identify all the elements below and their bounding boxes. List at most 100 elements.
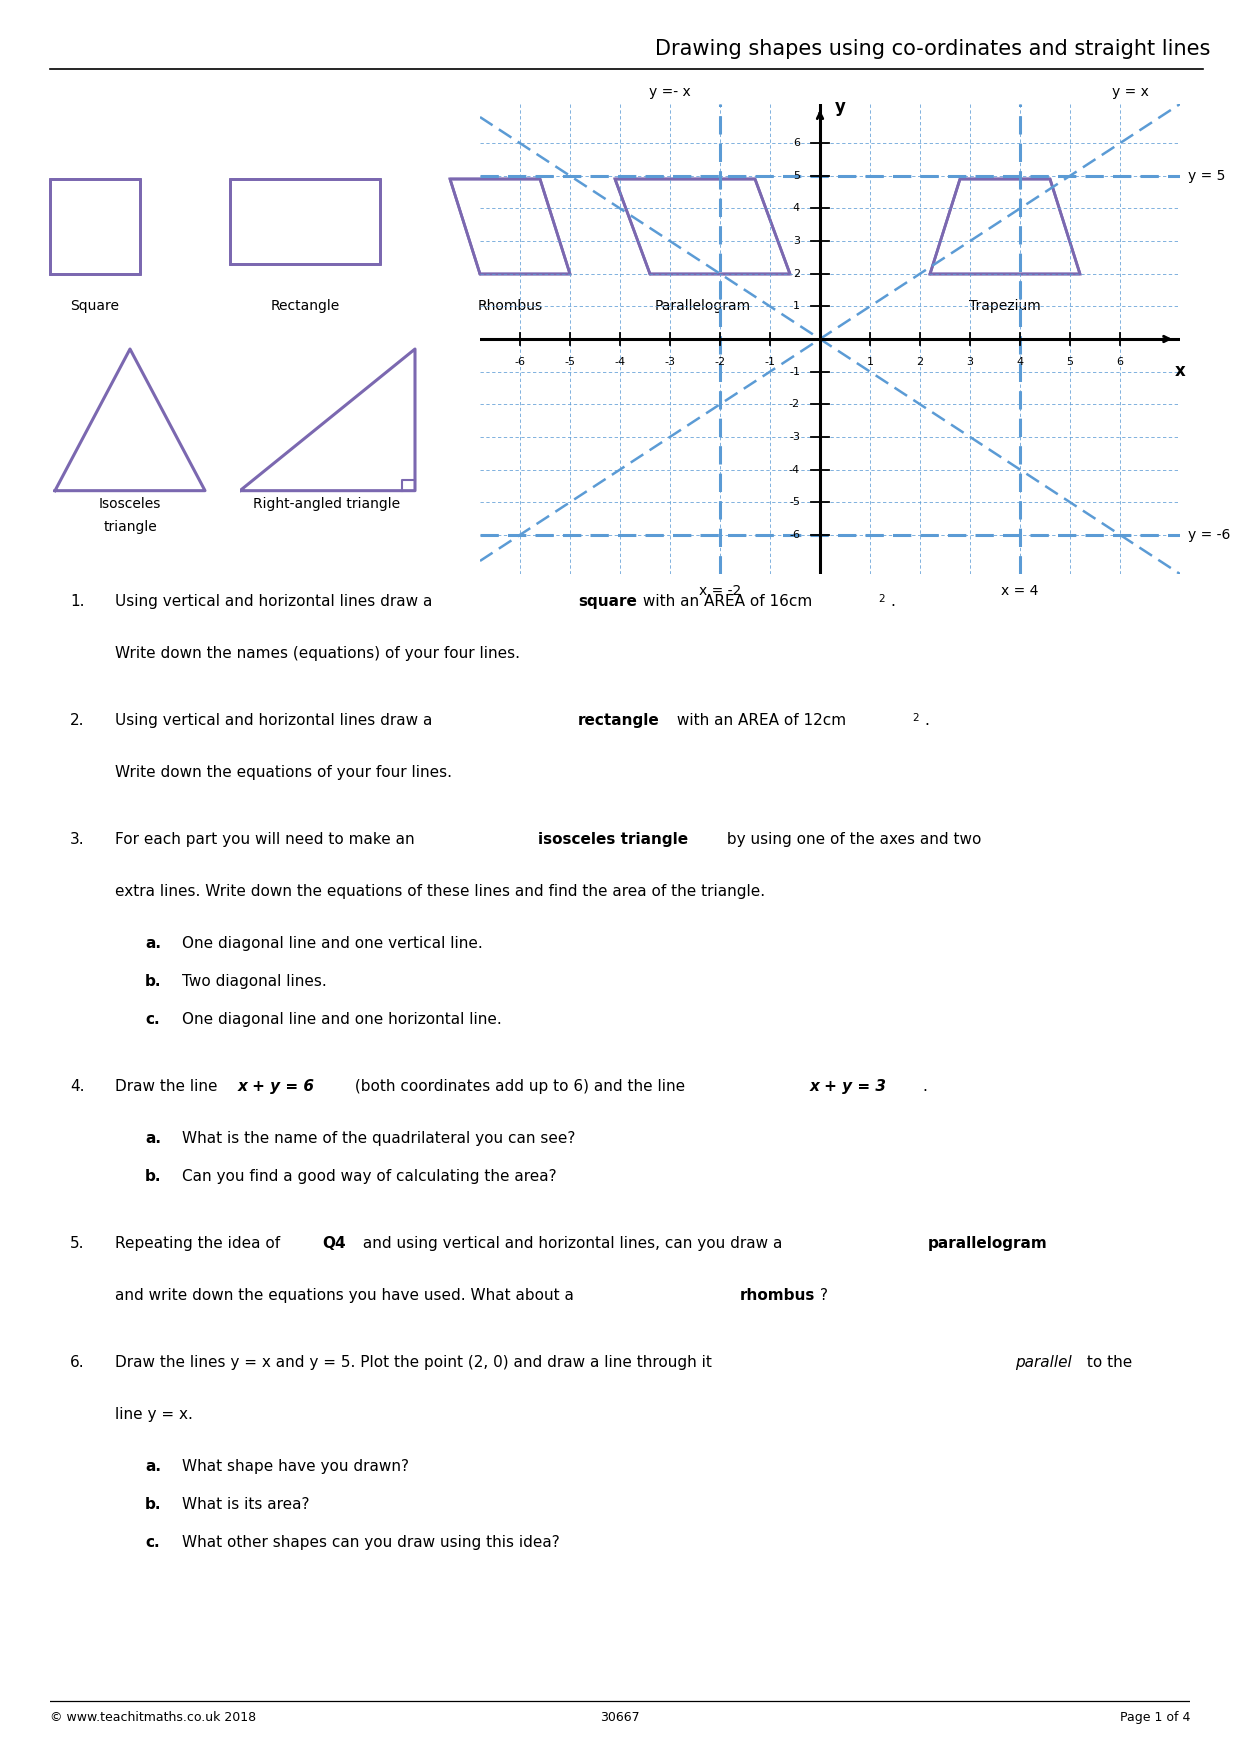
Text: 1.: 1. (69, 595, 84, 609)
Text: with an AREA of 16cm: with an AREA of 16cm (639, 595, 812, 609)
Text: x + y = 6: x + y = 6 (238, 1079, 315, 1094)
Text: -4: -4 (789, 465, 800, 475)
Polygon shape (450, 179, 570, 274)
Text: Write down the names (equations) of your four lines.: Write down the names (equations) of your… (115, 645, 520, 661)
Polygon shape (50, 179, 140, 274)
Text: rectangle: rectangle (578, 712, 660, 728)
Text: -2: -2 (714, 358, 725, 367)
Polygon shape (930, 179, 1080, 274)
Text: 5: 5 (794, 170, 800, 181)
Text: 6: 6 (794, 139, 800, 147)
Text: 4.: 4. (69, 1079, 84, 1094)
Text: a.: a. (145, 1459, 161, 1473)
Text: (both coordinates add up to 6) and the line: (both coordinates add up to 6) and the l… (350, 1079, 689, 1094)
Text: square: square (578, 595, 637, 609)
Text: 2: 2 (911, 712, 919, 723)
Text: line y = x.: line y = x. (115, 1407, 193, 1422)
Text: Trapezium: Trapezium (970, 298, 1040, 312)
Text: Page 1 of 4: Page 1 of 4 (1120, 1710, 1190, 1724)
Text: triangle: triangle (103, 519, 157, 533)
Text: -1: -1 (789, 367, 800, 377)
Text: One diagonal line and one vertical line.: One diagonal line and one vertical line. (182, 937, 482, 951)
Text: Two diagonal lines.: Two diagonal lines. (182, 973, 327, 989)
Text: 30667: 30667 (600, 1710, 640, 1724)
Text: For each part you will need to make an: For each part you will need to make an (115, 831, 419, 847)
Text: b.: b. (145, 973, 161, 989)
Text: 2: 2 (916, 358, 924, 367)
Text: parallel: parallel (1016, 1356, 1071, 1370)
Text: Q4: Q4 (322, 1237, 346, 1251)
Text: and using vertical and horizontal lines, can you draw a: and using vertical and horizontal lines,… (358, 1237, 787, 1251)
Text: 1: 1 (794, 302, 800, 312)
Text: One diagonal line and one horizontal line.: One diagonal line and one horizontal lin… (182, 1012, 502, 1028)
Text: isosceles triangle: isosceles triangle (538, 831, 688, 847)
Text: Write down the equations of your four lines.: Write down the equations of your four li… (115, 765, 453, 781)
Text: © www.teachitmaths.co.uk 2018: © www.teachitmaths.co.uk 2018 (50, 1710, 257, 1724)
Text: Rhombus: Rhombus (477, 298, 543, 312)
Text: 3: 3 (966, 358, 973, 367)
Text: .: . (924, 712, 929, 728)
Text: What is the name of the quadrilateral you can see?: What is the name of the quadrilateral yo… (182, 1131, 575, 1145)
Text: with an AREA of 12cm: with an AREA of 12cm (672, 712, 846, 728)
Text: What other shapes can you draw using this idea?: What other shapes can you draw using thi… (182, 1535, 559, 1551)
Text: 1: 1 (867, 358, 873, 367)
Polygon shape (615, 179, 790, 274)
Text: Using vertical and horizontal lines draw a: Using vertical and horizontal lines draw… (115, 595, 438, 609)
Text: Isosceles: Isosceles (99, 498, 161, 512)
Text: Rectangle: Rectangle (270, 298, 340, 312)
Text: 2: 2 (792, 268, 800, 279)
Text: to the: to the (1083, 1356, 1132, 1370)
Text: x + y = 3: x + y = 3 (810, 1079, 887, 1094)
Text: 6.: 6. (69, 1356, 84, 1370)
Text: Using vertical and horizontal lines draw a: Using vertical and horizontal lines draw… (115, 712, 438, 728)
Text: and write down the equations you have used. What about a: and write down the equations you have us… (115, 1287, 579, 1303)
Text: 5: 5 (1066, 358, 1074, 367)
Text: b.: b. (145, 1168, 161, 1184)
Text: 5.: 5. (69, 1237, 84, 1251)
Text: -6: -6 (515, 358, 526, 367)
Text: b.: b. (145, 1496, 161, 1512)
Text: Draw the lines y = x and y = 5. Plot the point (2, 0) and draw a line through it: Draw the lines y = x and y = 5. Plot the… (115, 1356, 717, 1370)
Text: What is its area?: What is its area? (182, 1496, 310, 1512)
Text: c.: c. (145, 1535, 160, 1551)
Text: y = 5: y = 5 (1188, 168, 1225, 182)
Text: Drawing shapes using co-ordinates and straight lines: Drawing shapes using co-ordinates and st… (655, 39, 1210, 60)
Text: c.: c. (145, 1012, 160, 1028)
Text: What shape have you drawn?: What shape have you drawn? (182, 1459, 409, 1473)
Text: -2: -2 (789, 400, 800, 409)
Text: x: x (1174, 361, 1185, 381)
Text: -3: -3 (789, 431, 800, 442)
Text: y = x: y = x (1111, 86, 1148, 100)
Polygon shape (229, 179, 379, 265)
Text: -1: -1 (765, 358, 775, 367)
Text: -5: -5 (789, 496, 800, 507)
Text: Repeating the idea of: Repeating the idea of (115, 1237, 285, 1251)
Text: Right-angled triangle: Right-angled triangle (253, 498, 401, 512)
Text: Square: Square (71, 298, 119, 312)
Text: a.: a. (145, 937, 161, 951)
Text: x = -2: x = -2 (699, 584, 742, 598)
Text: 4: 4 (1017, 358, 1023, 367)
Text: Parallelogram: Parallelogram (655, 298, 750, 312)
Text: extra lines. Write down the equations of these lines and find the area of the tr: extra lines. Write down the equations of… (115, 884, 765, 900)
Text: x = 4: x = 4 (1002, 584, 1039, 598)
Text: Draw the line: Draw the line (115, 1079, 222, 1094)
Text: -6: -6 (789, 530, 800, 540)
Text: Can you find a good way of calculating the area?: Can you find a good way of calculating t… (182, 1168, 557, 1184)
Text: y = -6: y = -6 (1188, 528, 1230, 542)
Text: 3: 3 (794, 237, 800, 246)
Text: -5: -5 (564, 358, 575, 367)
Text: by using one of the axes and two: by using one of the axes and two (722, 831, 981, 847)
Text: -4: -4 (615, 358, 625, 367)
Text: -3: -3 (665, 358, 676, 367)
Text: ?: ? (820, 1287, 828, 1303)
Text: y: y (835, 98, 846, 116)
Text: 4: 4 (792, 203, 800, 214)
Text: a.: a. (145, 1131, 161, 1145)
Text: rhombus: rhombus (740, 1287, 816, 1303)
Text: 2: 2 (878, 595, 884, 603)
Text: 6: 6 (1116, 358, 1123, 367)
Text: y =- x: y =- x (649, 86, 691, 100)
Text: .: . (923, 1079, 926, 1094)
Text: 3.: 3. (69, 831, 84, 847)
